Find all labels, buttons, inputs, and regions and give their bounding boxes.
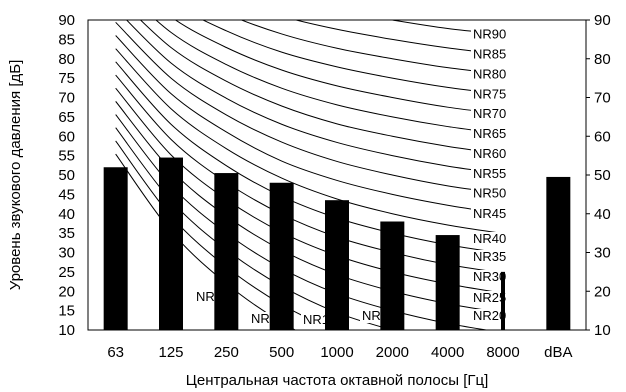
y-axis-left: 10 15 20 25 30 35 40 45 50 55 60 65 70 75 80 85 90 [58,12,75,339]
nr-label-bg [471,147,505,162]
y-tick-left-85: 85 [58,31,75,48]
nr-curve-nr90 [389,20,504,35]
y-tick-left-75: 75 [58,70,75,87]
nr-label-bg [194,290,221,304]
x-tick-4000: 4000 [431,344,464,361]
bar-dba [546,176,571,330]
nr-label-bg [471,67,505,82]
y-tick-right-90: 90 [594,12,611,29]
nr-label-bg [471,250,505,264]
nr-label-nr20: NR20 [473,308,506,323]
bar-8000 [501,271,505,330]
x-tick-8000: 8000 [486,344,519,361]
nr-label-nr40: NR40 [473,231,506,246]
y-tick-left-30: 30 [58,245,75,262]
nr-label-nr80: NR80 [473,66,506,81]
y-tick-right-40: 40 [594,206,611,223]
x-tick-500: 500 [269,344,294,361]
y-tick-left-15: 15 [58,303,75,320]
y-tick-left-90: 90 [58,12,75,29]
nr-curve-nr50 [115,21,504,195]
nr-label-nr75: NR75 [473,86,506,101]
y-tick-right-50: 50 [594,167,611,184]
nr-curve-nr80 [240,20,504,75]
x-tick-dba: dBA [544,344,572,361]
y-tick-right-20: 20 [594,283,611,300]
nr-label-nr30: NR30 [473,269,506,284]
x-tick-63: 63 [107,344,124,361]
bar-2000 [380,221,405,330]
bar-250 [214,173,239,330]
nr-label-bg [471,270,505,284]
y-tick-left-80: 80 [58,51,75,68]
nr-label-nr25: NR25 [473,290,506,305]
y-tick-left-10: 10 [58,322,75,339]
y-tick-left-70: 70 [58,90,75,107]
nr-curve-nr55 [125,20,504,175]
nr-curve-nr60 [139,20,504,155]
nr-label-bg [471,27,505,42]
nr-curve-nr75 [201,20,504,95]
bar-500 [269,182,294,330]
x-tick-1000: 1000 [320,344,353,361]
y-tick-left-20: 20 [58,283,75,300]
y-tick-left-25: 25 [58,264,75,281]
nr-label-bg [471,107,505,122]
nr-curve-nr70 [174,20,504,115]
y-tick-left-60: 60 [58,128,75,145]
nr-label-bg [471,87,505,102]
nr-label-nr60: NR60 [473,146,506,161]
y-tick-left-65: 65 [58,109,75,126]
x-tick-2000: 2000 [376,344,409,361]
nr-label-nr35: NR35 [473,249,506,264]
x-tick-250: 250 [214,344,239,361]
y-axis-right: 10 20 30 40 50 60 70 80 90 [586,12,611,339]
y-tick-right-30: 30 [594,245,611,262]
nr-label-nr45: NR45 [473,206,506,221]
bar-1000 [325,200,349,330]
x-tick-125: 125 [158,344,183,361]
nr-label-bg [471,309,505,323]
nr-label-nr65: NR65 [473,126,506,141]
nr-label-bg [471,186,505,201]
nr-label-bg [249,312,276,326]
nr-label-bg [471,291,505,305]
y-tick-right-80: 80 [594,51,611,68]
y-tick-left-40: 40 [58,206,75,223]
nr-label-bg [471,126,505,141]
nr-curve-nr40 [115,48,504,235]
nr-label-nr90: NR90 [473,26,506,41]
nr-curve-nr45 [115,35,504,215]
nr-label-nr85: NR85 [473,46,506,61]
nr-label-bg [471,166,505,181]
y-tick-right-70: 70 [594,90,611,107]
nr-curve-nr85 [293,20,504,55]
nr-label-bg [471,47,505,62]
nr-curve-nr65 [155,20,504,135]
y-tick-left-50: 50 [58,167,75,184]
y-axis-title: Уровень звукового давления [дБ] [7,60,24,291]
bar-4000 [435,235,460,330]
y-tick-right-10: 10 [594,322,611,339]
x-axis-title: Центральная частота октавной полосы [Гц] [186,372,489,389]
nr-label-bg [471,232,505,246]
nr-label-nr55: NR55 [473,166,506,181]
x-axis: 63 125 250 500 1000 2000 4000 8000 dBA [107,344,572,361]
y-tick-right-60: 60 [594,128,611,145]
bars [103,157,571,330]
y-tick-left-45: 45 [58,186,75,203]
nr-label-nr70: NR70 [473,106,506,121]
nr-label-bg [471,206,505,221]
bar-125 [159,157,183,330]
y-tick-left-35: 35 [58,225,75,242]
bar-63 [103,167,128,330]
nr-label-nr50: NR50 [473,186,506,201]
y-tick-left-55: 55 [58,148,75,165]
